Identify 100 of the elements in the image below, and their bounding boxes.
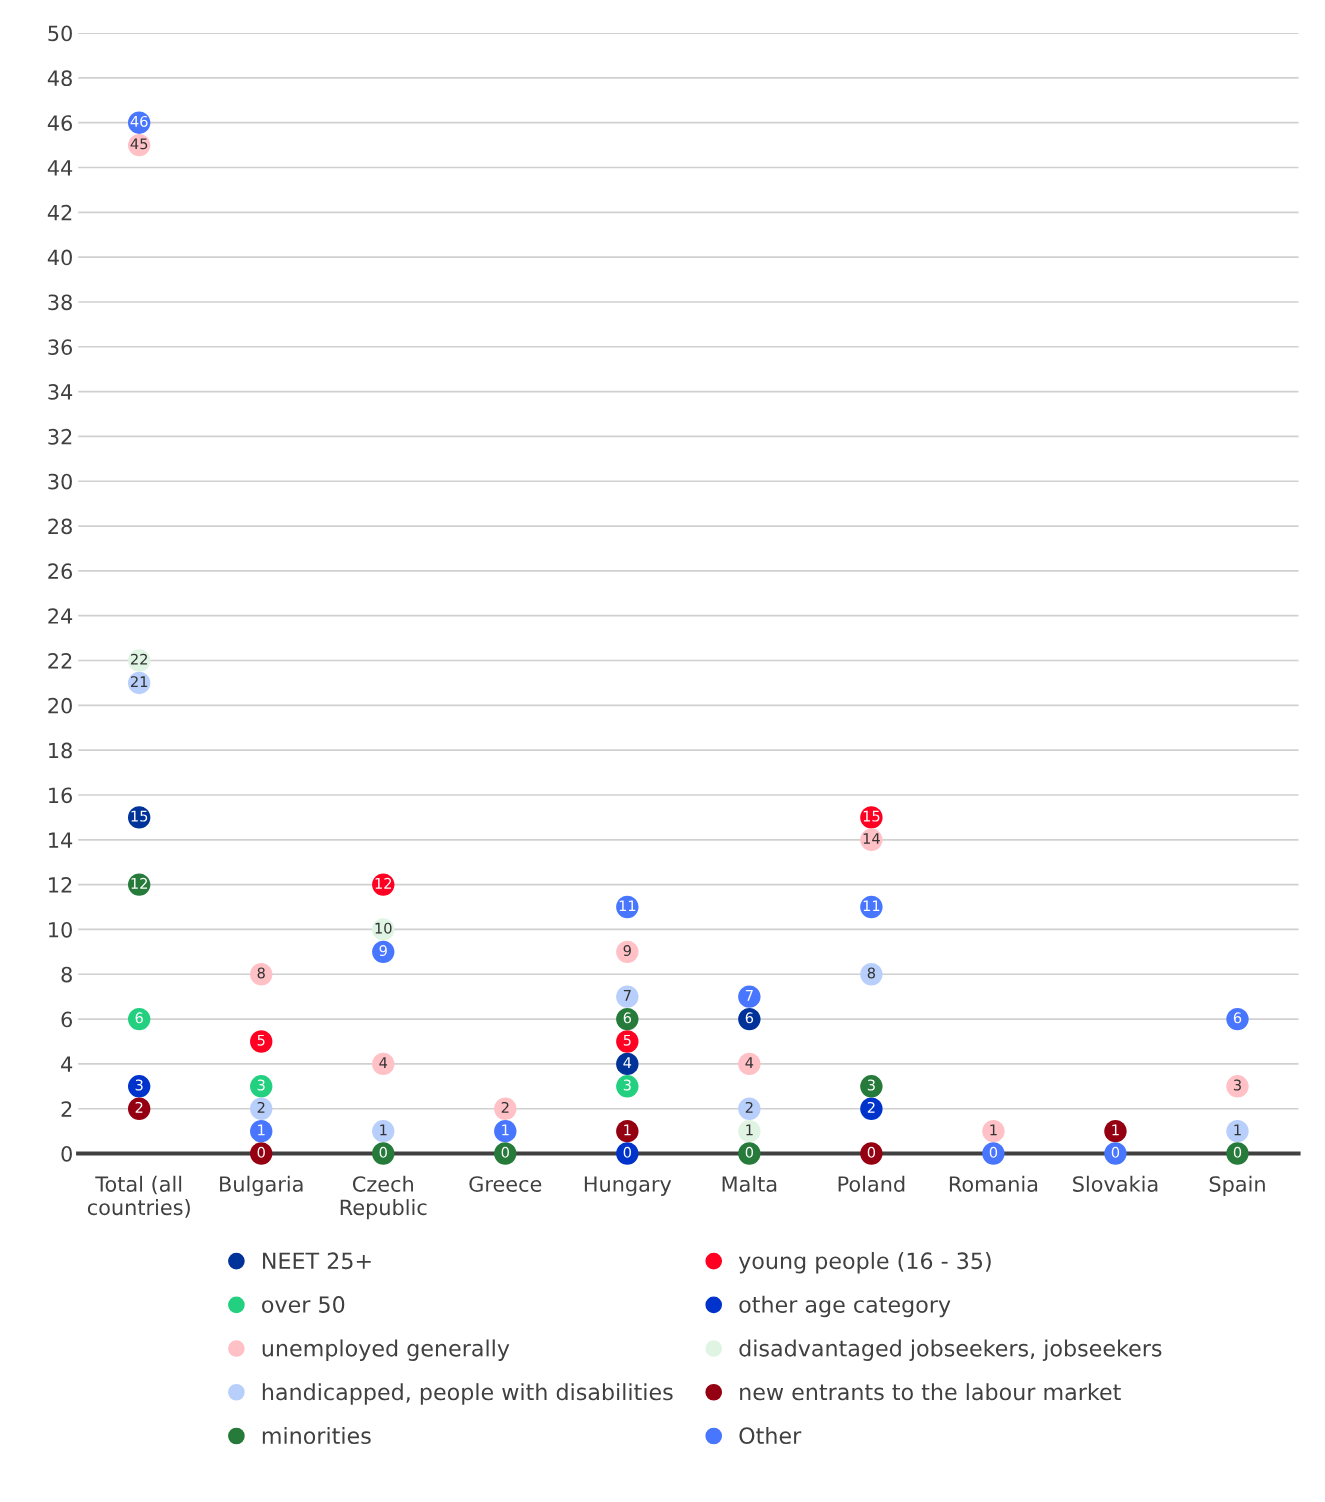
data-label: 10 <box>375 922 392 934</box>
y-tick-label: 2 <box>61 1101 72 1117</box>
data-label: 11 <box>863 900 880 912</box>
legend-label: minorities <box>262 1426 371 1445</box>
data-label: 1 <box>380 1124 387 1136</box>
x-tick-label: Malta <box>722 1175 777 1192</box>
data-label: 3 <box>257 1079 265 1091</box>
data-label: 1 <box>1234 1124 1241 1136</box>
data-label: 9 <box>623 945 631 957</box>
data-label: 5 <box>257 1034 265 1046</box>
y-tick-label: 6 <box>61 1011 72 1028</box>
data-label: 2 <box>135 1101 143 1113</box>
data-label: 7 <box>745 990 753 1001</box>
y-tick-label: 0 <box>61 1145 72 1162</box>
data-label: 4 <box>379 1057 388 1068</box>
legend-label: Other <box>739 1426 802 1445</box>
data-label: 45 <box>130 138 148 150</box>
y-tick-label: 46 <box>47 115 72 131</box>
y-tick-label: 48 <box>47 70 72 87</box>
y-tick-label: 20 <box>48 697 72 714</box>
data-label: 6 <box>1233 1012 1242 1024</box>
y-tick-label: 10 <box>49 921 72 938</box>
y-tick-label: 28 <box>48 518 72 535</box>
data-label: 15 <box>863 810 880 822</box>
data-label: 9 <box>379 945 387 957</box>
y-tick-label: 40 <box>47 249 72 266</box>
y-tick-label: 14 <box>49 832 73 848</box>
x-tick-label: Slovakia <box>1073 1175 1158 1192</box>
y-tick-label: 12 <box>49 877 72 893</box>
legend-label: young people (16 - 35) <box>738 1251 991 1274</box>
y-tick-label: 38 <box>48 294 72 311</box>
y-tick-label: 42 <box>47 204 72 221</box>
data-label: 21 <box>130 676 148 687</box>
data-label: 7 <box>623 990 631 1001</box>
legend-label: over 50 <box>262 1296 345 1313</box>
data-label: 2 <box>745 1101 753 1113</box>
y-tick-label: 22 <box>48 652 72 669</box>
y-tick-label: 26 <box>48 563 72 580</box>
data-label: 8 <box>257 967 265 979</box>
data-label: 0 <box>745 1146 754 1158</box>
y-tick-label: 50 <box>48 25 72 42</box>
data-label: 0 <box>257 1146 265 1158</box>
y-tick-label: 16 <box>49 787 72 804</box>
x-tick-label: Bulgaria <box>220 1175 303 1196</box>
data-label: 0 <box>623 1146 631 1158</box>
data-label: 11 <box>619 900 636 912</box>
data-label: 3 <box>1233 1079 1241 1091</box>
data-label: 4 <box>745 1057 754 1068</box>
data-label: 6 <box>135 1012 143 1024</box>
y-tick-label: 4 <box>61 1056 73 1072</box>
data-label: 0 <box>1111 1146 1120 1158</box>
x-tick-label: Total (all countries) <box>87 1175 190 1218</box>
data-label: 4 <box>623 1057 632 1068</box>
data-label: 12 <box>375 877 392 889</box>
data-label: 5 <box>623 1034 631 1046</box>
y-tick-label: 18 <box>49 742 72 759</box>
data-label: 2 <box>867 1101 875 1113</box>
legend-label: other age category <box>739 1295 951 1318</box>
legend-label: handicapped, people with disabilities <box>262 1383 673 1405</box>
y-tick-label: 34 <box>48 384 73 400</box>
x-tick-label: Romania <box>949 1175 1038 1192</box>
legend-label: disadvantaged jobseekers, jobseekers <box>739 1339 1162 1361</box>
data-label: 1 <box>258 1124 265 1136</box>
y-tick-label: 24 <box>48 608 73 624</box>
data-label: 0 <box>1233 1146 1242 1158</box>
y-tick-label: 32 <box>48 428 72 445</box>
y-tick-label: 30 <box>48 473 72 490</box>
x-tick-label: Greece <box>469 1176 542 1192</box>
data-label: 15 <box>131 810 148 822</box>
data-label: 22 <box>130 653 148 665</box>
x-tick-label: Hungary <box>584 1176 672 1196</box>
data-label: 0 <box>379 1146 387 1158</box>
x-tick-label: Poland <box>838 1175 905 1192</box>
data-label: 2 <box>257 1101 265 1113</box>
data-label: 8 <box>867 967 876 979</box>
legend-label: unemployed generally <box>262 1339 510 1361</box>
x-tick-label: Spain <box>1209 1175 1265 1196</box>
data-label: 0 <box>989 1146 998 1158</box>
data-label: 3 <box>135 1079 143 1091</box>
legend-label: new entrants to the labour market <box>740 1383 1121 1401</box>
data-label: 1 <box>502 1124 509 1136</box>
data-label: 12 <box>131 877 148 889</box>
data-label: 2 <box>501 1101 509 1113</box>
y-tick-label: 8 <box>61 966 72 983</box>
data-label: 46 <box>130 115 148 127</box>
data-label: 1 <box>1112 1124 1119 1136</box>
data-label: 14 <box>863 833 880 844</box>
data-label: 1 <box>990 1124 997 1136</box>
data-label: 6 <box>623 1012 632 1024</box>
data-label: 0 <box>867 1146 876 1158</box>
data-label: 1 <box>624 1124 631 1136</box>
data-label: 3 <box>623 1079 631 1091</box>
y-tick-label: 36 <box>48 339 72 355</box>
data-label: 0 <box>501 1146 509 1158</box>
y-tick-label: 44 <box>47 160 73 176</box>
data-label: 6 <box>745 1012 754 1024</box>
data-label: 1 <box>746 1124 753 1136</box>
legend-label: NEET 25+ <box>263 1252 371 1270</box>
data-label: 3 <box>867 1079 875 1091</box>
x-tick-label: Czech Republic <box>340 1175 427 1220</box>
